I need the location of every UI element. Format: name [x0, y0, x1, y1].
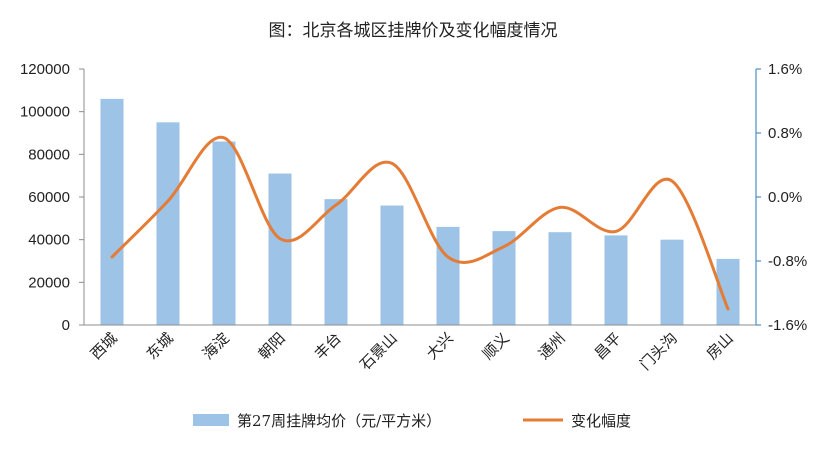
category-label: 西城	[87, 329, 121, 363]
bar-东城	[156, 122, 180, 325]
left-tick-label: 100000	[20, 104, 70, 121]
bar-昌平	[604, 235, 628, 325]
legend-bar-swatch	[193, 414, 229, 426]
left-tick-label: 0	[62, 317, 70, 334]
right-tick-label: -1.6%	[768, 317, 807, 334]
category-label: 门头沟	[636, 329, 681, 374]
category-label: 房山	[703, 329, 737, 363]
bar-顺义	[492, 231, 516, 325]
left-tick-label: 40000	[28, 232, 70, 249]
bar-石景山	[380, 205, 404, 325]
left-tick-label: 20000	[28, 274, 70, 291]
bar-西城	[100, 98, 124, 325]
bar-海淀	[212, 141, 236, 325]
legend: 第27周挂牌均价（元/平方米） 变化幅度	[193, 412, 631, 430]
left-tick-label: 120000	[20, 61, 70, 78]
category-label: 石景山	[356, 329, 401, 374]
bar-通州	[548, 232, 572, 325]
category-label: 顺义	[479, 329, 513, 363]
right-axis-ticks: -1.6% -0.8% 0.0% 0.8% 1.6%	[756, 61, 807, 334]
category-labels: 西城 东城 海淀 朝阳 丰台 石景山 大兴 顺义 通州 昌平 门头沟 房山	[87, 329, 737, 374]
category-label: 东城	[143, 329, 177, 363]
category-label: 海淀	[199, 329, 233, 363]
bar-朝阳	[268, 173, 292, 325]
left-tick-label: 80000	[28, 146, 70, 163]
bar-丰台	[324, 199, 348, 325]
category-label: 昌平	[591, 329, 625, 363]
change-line	[110, 135, 730, 311]
left-tick-label: 60000	[28, 189, 70, 206]
category-label: 朝阳	[255, 329, 289, 363]
right-tick-label: 0.8%	[768, 125, 802, 142]
bar-大兴	[436, 226, 460, 325]
legend-bar-label: 第27周挂牌均价（元/平方米）	[237, 412, 441, 430]
category-label: 丰台	[311, 329, 345, 363]
bar-房山	[716, 258, 740, 325]
category-label: 大兴	[423, 329, 457, 363]
chart-title: 图：北京各城区挂牌价及变化幅度情况	[269, 21, 558, 41]
left-axis-ticks: 0 20000 40000 60000 80000 100000 120000	[20, 61, 84, 334]
bar-门头沟	[660, 239, 684, 325]
right-tick-label: -0.8%	[768, 253, 807, 270]
right-tick-label: 0.0%	[768, 189, 802, 206]
legend-line-label: 变化幅度	[571, 412, 631, 430]
bar-series	[100, 98, 740, 325]
right-tick-label: 1.6%	[768, 61, 802, 78]
category-label: 通州	[535, 329, 569, 363]
